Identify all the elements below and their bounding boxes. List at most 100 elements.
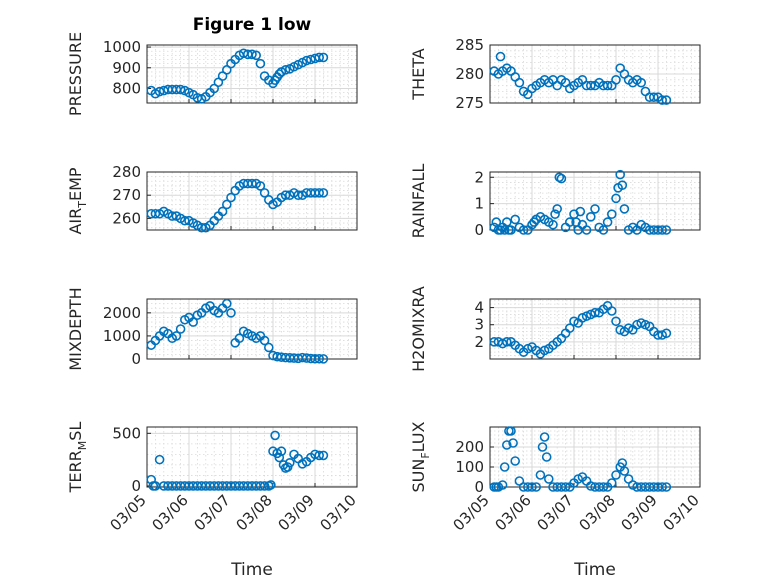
data-point xyxy=(314,52,325,63)
y-tick-label: 900 xyxy=(112,59,141,77)
data-point xyxy=(510,456,521,466)
data-point xyxy=(556,173,567,184)
x-tick-label: 03/06 xyxy=(492,491,535,534)
data-point xyxy=(590,204,600,214)
data-point xyxy=(602,217,613,227)
data-point xyxy=(585,80,596,91)
data-point xyxy=(537,442,548,452)
data-point xyxy=(318,450,329,461)
y-tick-label: 260 xyxy=(112,209,141,227)
data-point xyxy=(598,225,609,235)
x-tick-label: 03/07 xyxy=(191,491,234,534)
subplot-h2omixra: 234 H2OMIXRA xyxy=(409,286,701,372)
data-point xyxy=(501,440,512,450)
x-tick-label: 03/06 xyxy=(149,491,192,534)
x-tick-label: 03/08 xyxy=(576,491,619,534)
data-point xyxy=(314,353,325,364)
data-point xyxy=(255,58,266,69)
y-tick-label: 1 xyxy=(474,195,484,213)
data-point xyxy=(506,225,516,235)
x-axis-label-right: Time xyxy=(573,560,616,580)
plot-frame xyxy=(146,171,358,231)
x-axis-label-left: Time xyxy=(230,560,273,580)
y-axis-label: THETA xyxy=(409,48,428,100)
y-axis-label: MIXDEPTH xyxy=(66,287,85,370)
data-point xyxy=(495,51,506,62)
data-point xyxy=(234,333,245,344)
data-point xyxy=(314,188,325,198)
x-tick-label: 03/10 xyxy=(660,491,703,534)
y-axis-label: TERRMSL xyxy=(66,422,89,494)
y-label-main: AIR xyxy=(66,208,85,235)
data-point xyxy=(657,225,668,235)
data-point xyxy=(222,199,232,210)
data-point xyxy=(506,426,516,436)
data-point xyxy=(606,209,617,219)
data-point xyxy=(529,217,539,227)
y-tick-label: 0 xyxy=(131,477,141,495)
data-point xyxy=(247,49,257,60)
data-point xyxy=(251,50,262,61)
data-point xyxy=(150,208,161,219)
data-point xyxy=(293,190,304,200)
data-point xyxy=(657,95,668,105)
data-point xyxy=(575,206,586,217)
data-point xyxy=(611,316,621,327)
y-axis-label: RAINFALL xyxy=(409,164,428,239)
data-point xyxy=(598,482,609,492)
y-tick-label: 2 xyxy=(474,168,484,186)
figure-title: Figure 1 low xyxy=(193,15,312,35)
x-tick-label: 03/05 xyxy=(107,491,150,534)
data-point xyxy=(539,432,550,442)
data-point xyxy=(301,55,312,66)
data-point xyxy=(602,80,613,91)
data-point xyxy=(188,317,198,327)
data-point xyxy=(661,328,672,339)
y-tick-label: 0 xyxy=(131,350,141,368)
plot-frame xyxy=(489,171,701,231)
x-tick-label: 03/10 xyxy=(317,491,360,534)
y-tick-label: 2000 xyxy=(103,304,141,322)
y-axis-label: PRESSURE xyxy=(66,32,85,116)
data-point xyxy=(222,298,232,309)
data-point xyxy=(636,77,647,88)
data-point xyxy=(590,307,600,318)
y-label-subscript: F xyxy=(419,452,432,458)
data-point xyxy=(263,342,274,353)
data-point xyxy=(514,77,525,88)
plot-area xyxy=(489,171,701,231)
data-point xyxy=(648,92,659,102)
data-point xyxy=(226,308,236,318)
data-point xyxy=(564,217,575,227)
y-tick-label: 1000 xyxy=(103,38,141,56)
data-point xyxy=(274,452,285,463)
subplot-air_temp: 260 270 280 AIRTEMP xyxy=(66,163,358,235)
x-tick-label: 03/05 xyxy=(450,491,493,534)
data-point xyxy=(531,482,542,492)
data-point xyxy=(508,438,518,448)
y-axis-label: H2OMIXRA xyxy=(409,286,428,372)
data-point xyxy=(247,178,257,189)
y-tick-label: 500 xyxy=(112,424,141,442)
data-point xyxy=(606,478,617,488)
data-point xyxy=(259,188,270,198)
data-point xyxy=(548,219,558,230)
x-tick-label: 03/07 xyxy=(534,491,577,534)
y-tick-label: 275 xyxy=(455,94,484,112)
data-point xyxy=(175,84,186,95)
y-label-subscript: M xyxy=(76,441,89,451)
plot-area xyxy=(146,426,358,488)
data-point xyxy=(501,337,512,347)
y-tick-label: 800 xyxy=(112,80,141,98)
data-point xyxy=(661,482,672,492)
data-point xyxy=(226,192,236,203)
data-point xyxy=(611,470,621,480)
subplot-mixdepth: 0 1000 2000 MIXDEPTH xyxy=(66,287,358,371)
y-label-main: H2OMIXRA xyxy=(409,286,428,372)
plot-frame xyxy=(146,44,358,104)
data-point xyxy=(550,209,560,219)
data-point xyxy=(619,204,630,214)
data-point xyxy=(617,180,628,190)
